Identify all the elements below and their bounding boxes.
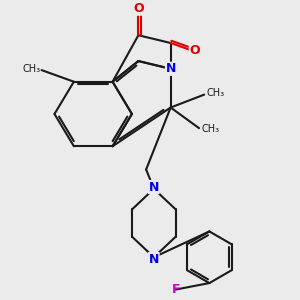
Text: CH₃: CH₃ — [202, 124, 220, 134]
Text: O: O — [133, 2, 144, 15]
Text: N: N — [149, 181, 159, 194]
Text: CH₃: CH₃ — [207, 88, 225, 98]
Text: O: O — [189, 44, 200, 57]
Text: CH₃: CH₃ — [22, 64, 40, 74]
Text: N: N — [149, 253, 159, 266]
Text: F: F — [172, 283, 180, 296]
Text: N: N — [166, 62, 176, 75]
